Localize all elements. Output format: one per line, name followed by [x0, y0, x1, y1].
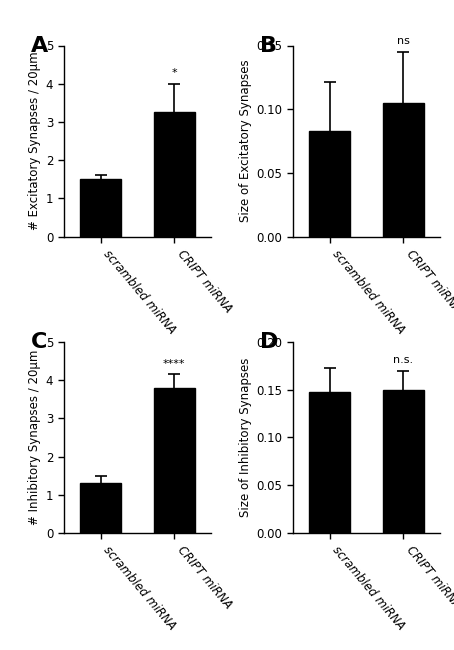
Bar — [80, 179, 121, 237]
Text: C: C — [31, 332, 47, 352]
Bar — [309, 391, 350, 533]
Bar — [154, 112, 195, 237]
Text: ****: **** — [163, 359, 186, 369]
Text: B: B — [260, 36, 277, 56]
Text: n.s.: n.s. — [393, 355, 414, 365]
Y-axis label: Size of Inhibitory Synapses: Size of Inhibitory Synapses — [239, 358, 252, 517]
Bar — [80, 484, 121, 533]
Bar — [154, 387, 195, 533]
Y-axis label: # Inhibitory Synapses / 20μm: # Inhibitory Synapses / 20μm — [29, 350, 41, 525]
Bar — [383, 389, 424, 533]
Bar — [383, 103, 424, 237]
Y-axis label: # Excitatory Synapses / 20μm: # Excitatory Synapses / 20μm — [29, 52, 41, 230]
Bar — [309, 131, 350, 237]
Text: A: A — [31, 36, 48, 56]
Text: ns: ns — [397, 36, 410, 46]
Text: D: D — [260, 332, 278, 352]
Text: *: * — [172, 68, 177, 78]
Y-axis label: Size of Excitatory Synapses: Size of Excitatory Synapses — [239, 60, 252, 222]
